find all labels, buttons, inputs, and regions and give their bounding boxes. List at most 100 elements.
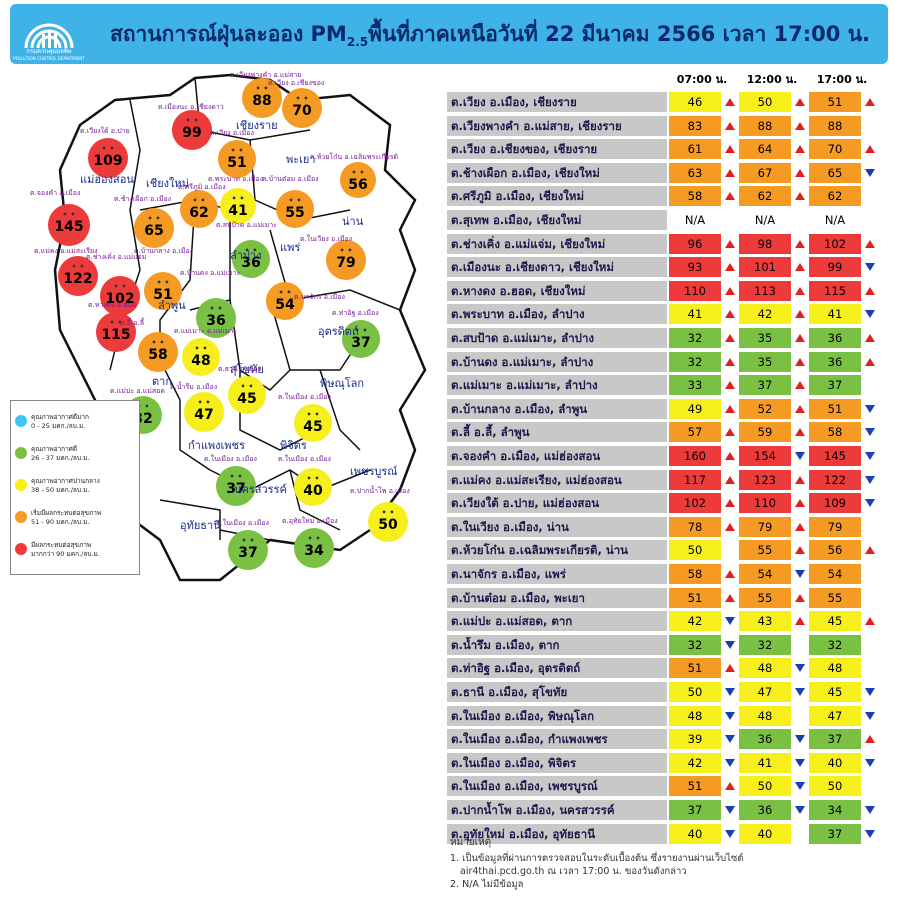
trend-up-icon xyxy=(723,234,737,254)
trend-up-icon xyxy=(723,375,737,395)
time-header-0700: 07:00 น. xyxy=(676,73,728,86)
trend-up-icon xyxy=(863,139,877,159)
bubble-value: 65 xyxy=(144,223,164,239)
trend-up-icon xyxy=(793,399,807,419)
province-label: นครสวรรค์ xyxy=(234,483,287,496)
table-row: ต.เวียง อ.เชียงของ, เชียงราย 61 64 70 xyxy=(447,139,888,160)
face-icon: • • xyxy=(295,94,309,103)
pm25-value: 54 xyxy=(739,564,791,584)
face-icon: • • xyxy=(351,168,365,177)
station-name: ต.บ้านกลาง อ.เมือง, ลำพูน xyxy=(447,398,667,419)
trend-down-icon xyxy=(793,800,807,820)
pm25-value: 64 xyxy=(739,139,791,160)
note-1a: 1. เป็นข้อมูลที่ผ่านการตรวจสอบในระดับเบื… xyxy=(450,853,744,864)
bubble-value: 88 xyxy=(252,93,272,109)
pm25-value: 32 xyxy=(809,634,861,655)
table-row: ต.ในเมือง อ.เมือง, กำแพงเพชร 39 36 37 xyxy=(447,729,888,750)
bubble-value: 51 xyxy=(153,287,173,303)
pm25-value: 36 xyxy=(739,800,791,820)
pm25-value: 32 xyxy=(739,634,791,655)
note-1b: air4thai.pcd.go.th ณ เวลา 17:00 น. ของวั… xyxy=(460,866,687,877)
pm25-value: 70 xyxy=(809,139,861,160)
province-label: อุทัยธานี xyxy=(180,519,221,532)
face-icon: • • xyxy=(62,210,76,219)
pm25-value: 50 xyxy=(669,682,721,702)
station-name: ต.ในเมือง อ.เมือง, เพชรบูรณ์ xyxy=(447,776,667,797)
trend-up-icon xyxy=(723,588,737,608)
station-name: ต.แม่คง อ.แม่สะเรียง, แม่ฮ่องสอน xyxy=(447,469,667,490)
pm25-value: 123 xyxy=(739,469,791,490)
bubble-value: 41 xyxy=(228,203,248,219)
pm25-value: 50 xyxy=(809,776,861,797)
pm25-value: 37 xyxy=(809,375,861,396)
pm25-value: 32 xyxy=(669,351,721,372)
table-row: ต.จองคำ อ.เมือง, แม่ฮ่องสอน 160 154 145 xyxy=(447,446,888,466)
pm25-value: 117 xyxy=(669,469,721,490)
trend-up-icon xyxy=(723,328,737,348)
legend-range: มากกว่า 90 มคก./ลบ.ม. xyxy=(31,550,100,558)
table-row: ต.อุทัยใหม่ อ.เมือง, อุทัยธานี 40 40 37 xyxy=(447,823,888,844)
table-row: ต.เมืองนะ อ.เชียงดาว, เชียงใหม่ 93 101 99 xyxy=(447,257,888,278)
station-map-label: ต.สบป้าด อ.แม่เมาะ xyxy=(216,221,277,229)
station-name: ต.ปากน้ำโพ อ.เมือง, นครสวรรค์ xyxy=(447,800,667,820)
trend-down-icon xyxy=(863,824,877,844)
pm25-value: 52 xyxy=(739,398,791,419)
pm25-value: 43 xyxy=(739,611,791,632)
pm25-value: 45 xyxy=(809,611,861,632)
station-name: ต.ท่าอิฐ อ.เมือง, อุตรดิตถ์ xyxy=(447,658,667,679)
notes-heading: หมายเหตุ xyxy=(450,837,492,848)
station-bubble: • • 122 xyxy=(58,256,98,296)
face-icon: • • xyxy=(109,318,123,327)
face-icon: • • xyxy=(229,472,243,481)
station-name: ต.เวียง อ.เมือง, เชียงราย xyxy=(447,92,667,112)
pm25-value: 37 xyxy=(669,800,721,820)
table-row: ต.แม่ปะ อ.แม่สอด, ตาก 42 43 45 xyxy=(447,611,888,632)
face-icon: • • xyxy=(151,338,165,347)
station-bubble: • • 99 xyxy=(172,110,212,150)
trend-up-icon xyxy=(793,422,807,442)
legend-dot-very-good xyxy=(15,415,27,427)
station-bubble: • • 51 xyxy=(218,140,256,178)
face-icon: • • xyxy=(244,246,258,255)
trend-down-icon xyxy=(793,682,807,702)
legend-label: เริ่มมีผลกระทบต่อสุขภาพ xyxy=(31,509,102,517)
bubble-value: 36 xyxy=(206,313,226,329)
pm25-value: 41 xyxy=(809,304,861,325)
table-row: ต.น้ำรึม อ.เมือง, ตาก 32 32 32 xyxy=(447,634,888,655)
pm25-value: 101 xyxy=(739,257,791,278)
trend-up-icon xyxy=(723,186,737,206)
station-name: ต.แม่เมาะ อ.แม่เมาะ, ลำปาง xyxy=(447,375,667,396)
trend-down-icon xyxy=(723,824,737,844)
station-bubble: • • 109 xyxy=(88,138,128,178)
trend-up-icon xyxy=(793,186,807,206)
trend-up-icon xyxy=(723,776,737,796)
station-bubble: • • 37 xyxy=(342,320,380,358)
pm25-value: 42 xyxy=(669,611,721,632)
pm25-value: 115 xyxy=(809,280,861,301)
trend-up-icon xyxy=(723,139,737,159)
bubble-value: 36 xyxy=(241,255,261,271)
table-row: ต.ปากน้ำโพ อ.เมือง, นครสวรรค์ 37 36 34 xyxy=(447,800,888,820)
station-bubble: • • 37 xyxy=(216,466,256,506)
pm25-value: 51 xyxy=(669,587,721,608)
trend-up-icon xyxy=(793,304,807,324)
station-bubble: • • 51 xyxy=(144,272,182,310)
pm25-value: 37 xyxy=(739,375,791,396)
bubble-value: 115 xyxy=(101,327,131,343)
pcd-logo xyxy=(18,8,80,60)
province-label: ตาก xyxy=(152,375,172,388)
station-bubble: • • 70 xyxy=(282,88,322,128)
face-icon: • • xyxy=(192,196,206,205)
bubble-value: 54 xyxy=(275,297,295,313)
legend-row: คุณภาพอากาศดี 26 - 37 มคก./ลบ.ม. xyxy=(15,443,139,473)
pm25-value: 88 xyxy=(739,115,791,136)
pm25-value: 62 xyxy=(809,186,861,207)
pm25-value: 50 xyxy=(739,776,791,797)
trend-down-icon xyxy=(863,446,877,466)
station-name: ต.ศรีภูมิ อ.เมือง, เชียงใหม่ xyxy=(447,186,667,207)
legend-row: คุณภาพอากาศดีมาก 0 - 25 มคก./ลบ.ม. xyxy=(15,411,139,441)
province-label: ลำปาง xyxy=(230,249,262,262)
pm25-value: 40 xyxy=(739,823,791,844)
pm25-value: 55 xyxy=(809,587,861,608)
face-icon: • • xyxy=(307,534,321,543)
